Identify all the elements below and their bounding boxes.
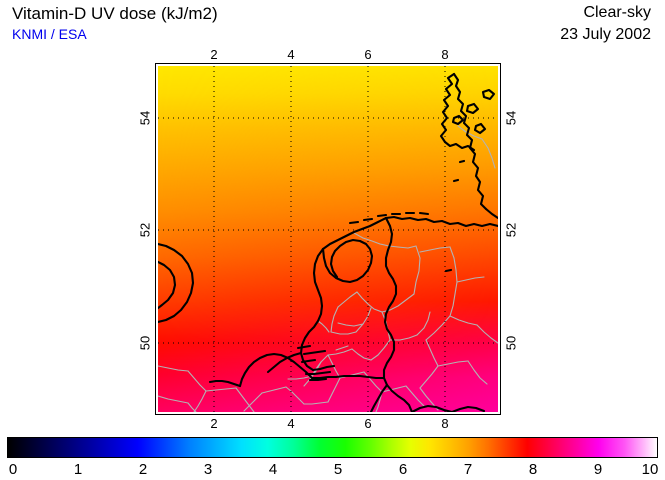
- axis-tick-top-4: 4: [287, 47, 295, 62]
- colorbar-tick-6: 6: [398, 461, 408, 478]
- axis-tick-top-6: 6: [364, 47, 372, 62]
- uv-dose-field: [158, 66, 498, 412]
- colorbar-tick-8: 8: [528, 461, 538, 478]
- axis-tick-right-50: 50: [503, 335, 519, 351]
- axis-tick-right-54: 54: [503, 110, 519, 126]
- date-label: 23 July 2002: [560, 26, 651, 43]
- colorbar-tick-0: 0: [8, 461, 18, 478]
- page-title: Vitamin-D UV dose (kJ/m2): [12, 4, 218, 23]
- axis-tick-bottom-2: 2: [210, 416, 218, 431]
- axis-tick-right-52: 52: [503, 222, 519, 238]
- colorbar-tick-2: 2: [138, 461, 148, 478]
- colorbar-tick-5: 5: [333, 461, 343, 478]
- colorbar-tick-4: 4: [268, 461, 278, 478]
- colorbar-tick-9: 9: [593, 461, 603, 478]
- data-source-label: KNMI / ESA: [12, 26, 87, 42]
- colorbar-tick-10: 10: [641, 461, 659, 478]
- axis-tick-left-54: 54: [137, 110, 153, 126]
- graticule: [158, 66, 498, 412]
- colorbar-tick-1: 1: [73, 461, 83, 478]
- axis-tick-bottom-8: 8: [441, 416, 449, 431]
- colorbar-tick-7: 7: [463, 461, 473, 478]
- axis-tick-bottom-6: 6: [364, 416, 372, 431]
- axis-tick-left-52: 52: [137, 222, 153, 238]
- colorbar: [7, 437, 658, 458]
- sky-condition-label: Clear-sky: [583, 4, 651, 21]
- axis-tick-left-50: 50: [137, 335, 153, 351]
- axis-tick-top-8: 8: [441, 47, 449, 62]
- coastline: [158, 72, 498, 412]
- axis-tick-bottom-4: 4: [287, 416, 295, 431]
- axis-tick-top-2: 2: [210, 47, 218, 62]
- colorbar-tick-3: 3: [203, 461, 213, 478]
- map-plot: 2 4 6 8 2 4 6 8 54 52 50 54 52 50: [138, 47, 519, 431]
